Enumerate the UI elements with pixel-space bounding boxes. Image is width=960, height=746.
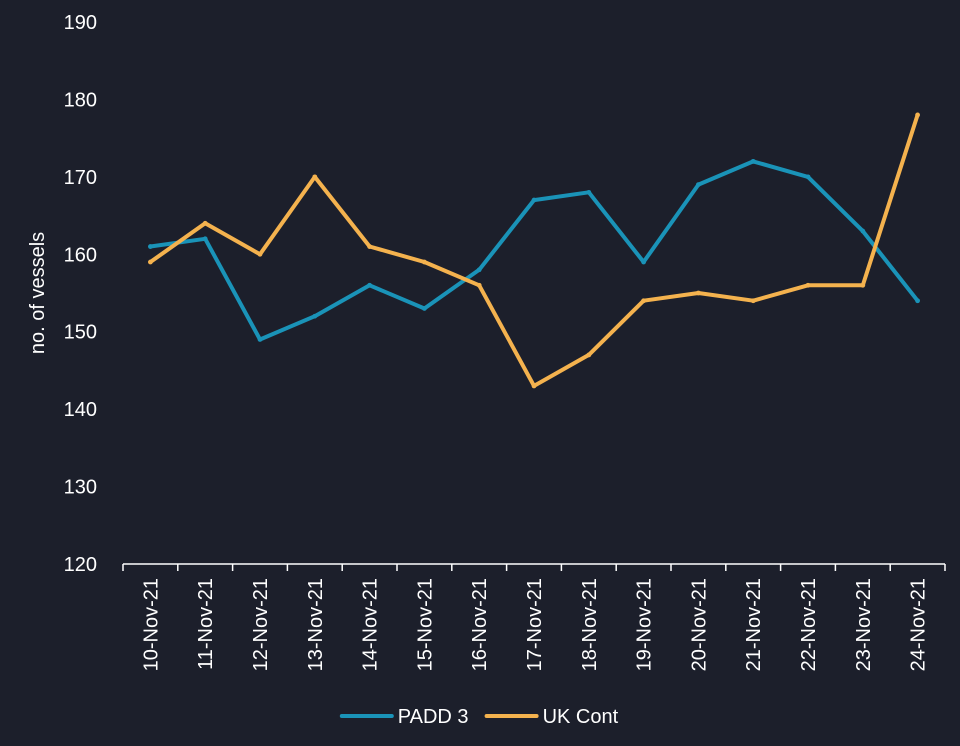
data-point	[422, 259, 427, 265]
y-axis-title: no. of vessels	[27, 232, 49, 354]
y-tick-label: 130	[64, 477, 97, 499]
series-group	[148, 112, 920, 389]
y-tick-label: 120	[64, 554, 97, 576]
legend-item: PADD 3	[339, 706, 469, 728]
x-tick-label: 16-Nov-21	[469, 578, 491, 671]
data-point	[586, 189, 592, 195]
data-point	[148, 259, 153, 265]
x-tick-label: 10-Nov-21	[140, 578, 162, 671]
x-tick-label: 19-Nov-21	[634, 578, 656, 671]
data-point	[750, 298, 756, 304]
x-tick-label: 15-Nov-21	[414, 578, 436, 671]
y-tick-label: 160	[64, 244, 97, 266]
x-tick-label: 23-Nov-21	[853, 578, 875, 671]
data-point	[805, 282, 811, 288]
y-tick-label: 190	[64, 12, 97, 34]
data-point	[860, 228, 866, 234]
data-point	[367, 244, 372, 249]
series-group	[148, 158, 920, 342]
data-point	[367, 282, 372, 288]
series-layer	[148, 112, 920, 389]
data-point	[641, 298, 646, 304]
data-point	[476, 267, 482, 273]
x-tick-label: 17-Nov-21	[524, 578, 546, 671]
data-point	[202, 220, 208, 226]
data-point	[202, 236, 208, 242]
y-tick-label: 170	[64, 167, 97, 189]
legend-item: UK Cont	[484, 706, 619, 728]
series-line	[148, 112, 920, 388]
data-point	[915, 298, 920, 304]
x-tick-label: 12-Nov-21	[250, 578, 272, 671]
x-tick-label: 13-Nov-21	[305, 578, 327, 671]
data-point	[422, 306, 427, 311]
data-point	[696, 182, 701, 188]
data-point	[257, 337, 263, 342]
y-tick-label: 150	[64, 322, 97, 344]
series-line	[148, 159, 920, 342]
data-point	[257, 251, 263, 257]
data-point	[641, 259, 646, 265]
data-point	[312, 174, 318, 180]
x-tick-label: 22-Nov-21	[798, 578, 820, 671]
x-tick-label: 11-Nov-21	[195, 578, 217, 670]
y-tick-label: 140	[64, 399, 97, 421]
data-point	[476, 282, 482, 288]
x-tick-label: 24-Nov-21	[908, 578, 930, 671]
data-point	[696, 290, 701, 296]
data-point	[148, 244, 153, 249]
legend-label: UK Cont	[543, 706, 619, 728]
x-tick-label: 20-Nov-21	[688, 578, 710, 671]
data-point	[750, 158, 756, 164]
legend-label: PADD 3	[398, 706, 469, 728]
y-tick-label: 180	[64, 89, 97, 111]
x-tick-label: 21-Nov-21	[743, 578, 765, 671]
data-point	[312, 313, 318, 319]
data-point	[805, 174, 811, 180]
x-tick-label: 18-Nov-21	[579, 578, 601, 671]
x-tick-label: 14-Nov-21	[360, 578, 382, 671]
y-axis-ticks: 120 130 140 150 160 170 180 190	[64, 12, 97, 576]
data-point	[860, 282, 866, 288]
data-point	[586, 352, 592, 358]
data-point	[915, 112, 920, 118]
data-point	[531, 197, 537, 203]
x-axis: 10-Nov-21 11-Nov-21 12-Nov-21 13-Nov-21 14-N…	[122, 563, 946, 671]
legend: PADD 3 UK Cont	[339, 706, 619, 728]
data-point	[531, 383, 537, 389]
